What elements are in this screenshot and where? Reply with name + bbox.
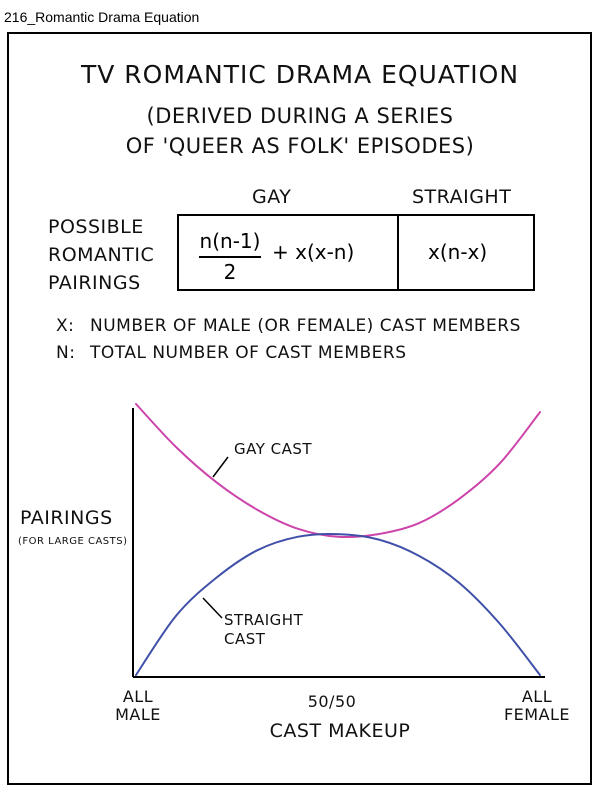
- gay-formula-numerator: n(n-1): [199, 229, 261, 253]
- x-axis-label: Cast makeup: [269, 720, 411, 742]
- legend-n: n: Total number of cast members: [56, 343, 407, 363]
- x-tick-all-male-line1: All: [122, 687, 154, 706]
- straight-formula: x(n-x): [428, 240, 488, 264]
- row-label-line1: Possible: [48, 216, 144, 238]
- comic-subtitle-line2: of 'Queer as Folk' episodes): [125, 134, 475, 158]
- fraction-bar: [199, 256, 261, 258]
- row-label-line2: Romantic: [48, 244, 155, 266]
- formula-table: [177, 214, 535, 291]
- row-label: Possible Romantic Pairings: [48, 213, 154, 297]
- row-label-line3: Pairings: [48, 272, 141, 294]
- x-tick-all-male: All male: [108, 688, 168, 724]
- legend-x: x: Number of male (or female) cast member…: [56, 316, 521, 336]
- legend-n-symbol: n:: [56, 343, 76, 363]
- legend-x-text: Number of male (or female) cast members: [90, 316, 521, 336]
- gay-cast-series-line: [135, 403, 541, 539]
- straight-cast-pointer: [202, 597, 223, 619]
- column-header-gay: Gay: [252, 186, 292, 208]
- x-tick-50-50: 50/50: [307, 693, 357, 711]
- comic-panel: [7, 32, 592, 785]
- legend-x-symbol: x:: [56, 316, 75, 336]
- gay-formula-denominator: 2: [223, 260, 237, 284]
- annotation-straight-cast-line2: cast: [224, 630, 266, 648]
- straight-cast-series-line: [135, 532, 541, 676]
- y-axis-label: Pairings: [20, 507, 113, 529]
- column-header-straight: Straight: [412, 186, 512, 208]
- annotation-gay-cast: Gay cast: [234, 440, 313, 458]
- legend-n-text: Total number of cast members: [90, 343, 407, 363]
- annotation-straight-cast: Straight cast: [224, 611, 303, 649]
- gay-formula-rest: + x(x-n): [272, 240, 355, 264]
- gay-formula-fraction: n(n-1) 2: [195, 229, 265, 284]
- x-tick-all-female: All female: [497, 688, 577, 724]
- x-tick-50-50-line1: 50/50: [307, 692, 357, 711]
- x-tick-all-male-line2: male: [115, 705, 161, 724]
- window-title: 216_Romantic Drama Equation: [4, 9, 200, 25]
- x-tick-all-female-line1: All: [521, 687, 553, 706]
- comic-title: TV Romantic Drama Equation: [80, 60, 520, 89]
- table-divider: [397, 216, 399, 289]
- x-tick-all-female-line2: female: [503, 705, 571, 724]
- gay-cast-pointer: [212, 456, 229, 478]
- y-axis-note: (for large casts): [18, 536, 128, 547]
- annotation-straight-cast-line1: Straight: [224, 611, 304, 629]
- series-layer: [135, 403, 541, 676]
- comic-subtitle-line1: (Derived during a series: [146, 104, 454, 128]
